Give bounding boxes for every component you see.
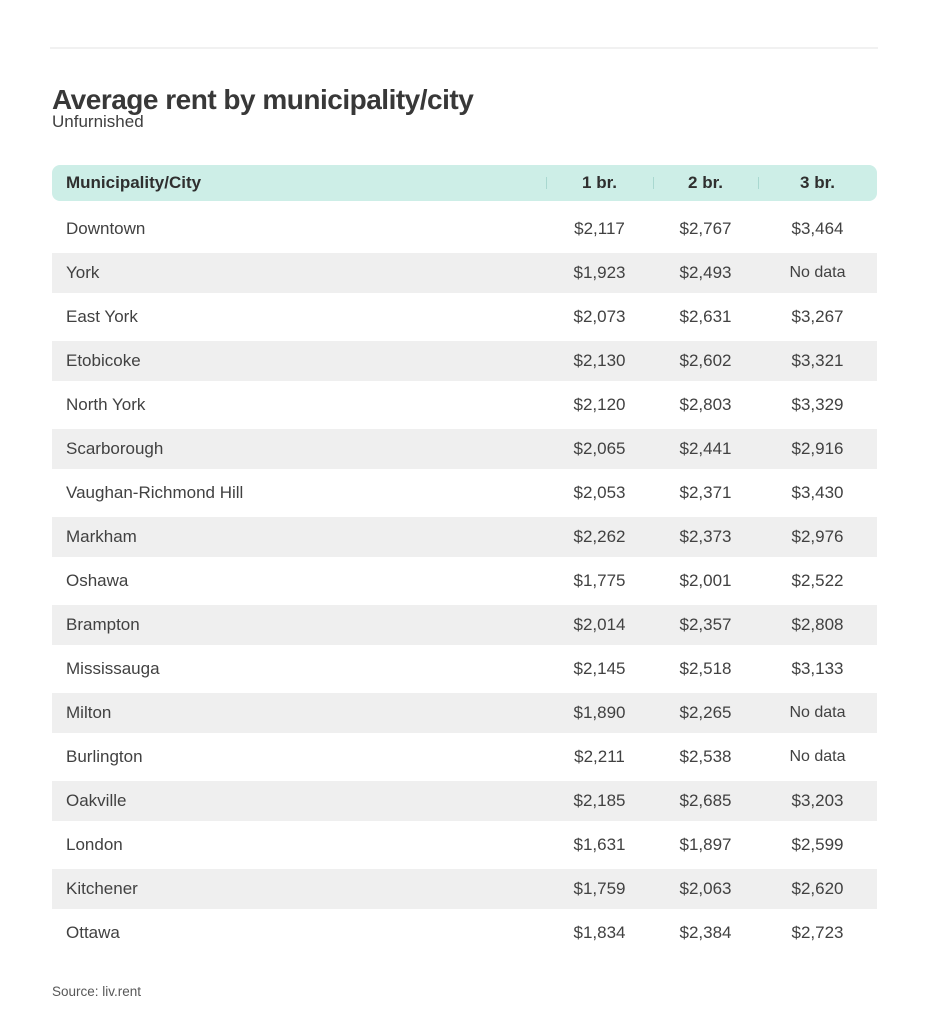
column-header-municipality: Municipality/City	[66, 173, 202, 192]
top-divider	[50, 47, 878, 49]
table-row: Oakville $2,185 $2,685 $3,203	[52, 779, 877, 823]
table-body: Downtown $2,117 $2,767 $3,464 York $1,923 $2,4…	[52, 207, 877, 955]
table-row: Oshawa $1,775 $2,001 $2,522	[52, 559, 877, 603]
br3-cell: $3,133	[791, 659, 844, 678]
br2-cell: $2,803	[679, 395, 732, 414]
br2-cell: $2,602	[679, 351, 732, 370]
city-cell: York	[66, 263, 100, 282]
br1-cell: $1,759	[573, 879, 626, 898]
br2-cell: $2,493	[679, 263, 732, 282]
br2-cell: $2,685	[679, 791, 732, 810]
table-row: Ottawa $1,834 $2,384 $2,723	[52, 911, 877, 955]
br2-cell: $2,063	[679, 879, 732, 898]
br3-cell: $3,430	[791, 483, 844, 502]
rent-table: Municipality/City 1 br. 2 br. 3 br. Down…	[52, 165, 877, 955]
table-row: Kitchener $1,759 $2,063 $2,620	[52, 867, 877, 911]
table-row: Downtown $2,117 $2,767 $3,464	[52, 207, 877, 251]
br1-cell: $2,262	[573, 527, 626, 546]
br1-cell: $1,834	[573, 923, 626, 942]
city-cell: Etobicoke	[66, 351, 141, 370]
br1-cell: $1,890	[573, 703, 626, 722]
table-row: Burlington $2,211 $2,538 No data	[52, 735, 877, 779]
table-row: Markham $2,262 $2,373 $2,976	[52, 515, 877, 559]
br1-cell: $1,775	[573, 571, 626, 590]
br1-cell: $2,014	[573, 615, 626, 634]
br3-cell: $3,203	[791, 791, 844, 810]
city-cell: Ottawa	[66, 923, 120, 942]
br3-cell: $2,723	[791, 923, 844, 942]
column-header-3br: 3 br.	[758, 173, 877, 193]
table-row: York $1,923 $2,493 No data	[52, 251, 877, 295]
table-header-row: Municipality/City 1 br. 2 br. 3 br.	[52, 165, 877, 201]
page-title: Average rent by municipality/city	[52, 83, 474, 115]
table-row: London $1,631 $1,897 $2,599	[52, 823, 877, 867]
br3-cell: $2,620	[791, 879, 844, 898]
table-row: Milton $1,890 $2,265 No data	[52, 691, 877, 735]
city-cell: Milton	[66, 703, 112, 722]
br2-cell: $1,897	[679, 835, 732, 854]
br2-cell: $2,384	[679, 923, 732, 942]
br2-cell: $2,767	[679, 219, 732, 238]
br2-cell: $2,373	[679, 527, 732, 546]
br1-cell: $2,185	[573, 791, 626, 810]
city-cell: Kitchener	[66, 879, 138, 898]
city-cell: Brampton	[66, 615, 140, 634]
city-cell: Mississauga	[66, 659, 160, 678]
city-cell: Burlington	[66, 747, 143, 766]
br3-cell: $3,329	[791, 395, 844, 414]
table-row: Brampton $2,014 $2,357 $2,808	[52, 603, 877, 647]
br3-cell: $2,916	[791, 439, 844, 458]
br2-cell: $2,631	[679, 307, 732, 326]
br1-cell: $2,211	[574, 747, 625, 766]
table-row: Mississauga $2,145 $2,518 $3,133	[52, 647, 877, 691]
table-row: Scarborough $2,065 $2,441 $2,916	[52, 427, 877, 471]
br2-cell: $2,538	[679, 747, 732, 766]
br3-cell: $2,808	[791, 615, 844, 634]
table-row: Vaughan-Richmond Hill $2,053 $2,371 $3,430	[52, 471, 877, 515]
br1-cell: $2,145	[573, 659, 626, 678]
br3-cell: $3,464	[791, 219, 844, 238]
column-header-2br: 2 br.	[653, 173, 758, 193]
br3-cell: No data	[789, 748, 846, 765]
city-cell: Downtown	[66, 219, 146, 238]
br2-cell: $2,518	[679, 659, 732, 678]
page-subtitle: Unfurnished	[52, 112, 144, 131]
br3-cell: $2,599	[791, 835, 844, 854]
br1-cell: $2,120	[573, 395, 626, 414]
br1-cell: $2,073	[573, 307, 626, 326]
city-cell: London	[66, 835, 123, 854]
city-cell: Oakville	[66, 791, 127, 810]
br2-cell: $2,371	[679, 483, 732, 502]
city-cell: North York	[66, 395, 146, 414]
br2-cell: $2,265	[679, 703, 732, 722]
br1-cell: $2,053	[573, 483, 626, 502]
source-note: Source: liv.rent	[52, 984, 142, 999]
city-cell: Vaughan-Richmond Hill	[66, 483, 244, 502]
table-row: North York $2,120 $2,803 $3,329	[52, 383, 877, 427]
br2-cell: $2,441	[679, 439, 732, 458]
city-cell: Oshawa	[66, 571, 129, 590]
br1-cell: $1,631	[573, 835, 626, 854]
br1-cell: $1,923	[573, 263, 626, 282]
column-header-1br: 1 br.	[546, 173, 653, 193]
table-row: East York $2,073 $2,631 $3,267	[52, 295, 877, 339]
br3-cell: $2,522	[791, 571, 844, 590]
br2-cell: $2,001	[679, 571, 732, 590]
br3-cell: $2,976	[791, 527, 844, 546]
table-row: Etobicoke $2,130 $2,602 $3,321	[52, 339, 877, 383]
br2-cell: $2,357	[679, 615, 732, 634]
br3-cell: No data	[789, 264, 846, 281]
br1-cell: $2,065	[573, 439, 626, 458]
br1-cell: $2,130	[573, 351, 626, 370]
city-cell: Markham	[66, 527, 137, 546]
city-cell: Scarborough	[66, 439, 164, 458]
br3-cell: $3,321	[791, 351, 844, 370]
br1-cell: $2,117	[574, 219, 625, 238]
br3-cell: $3,267	[791, 307, 844, 326]
br3-cell: No data	[789, 704, 846, 721]
city-cell: East York	[66, 307, 138, 326]
